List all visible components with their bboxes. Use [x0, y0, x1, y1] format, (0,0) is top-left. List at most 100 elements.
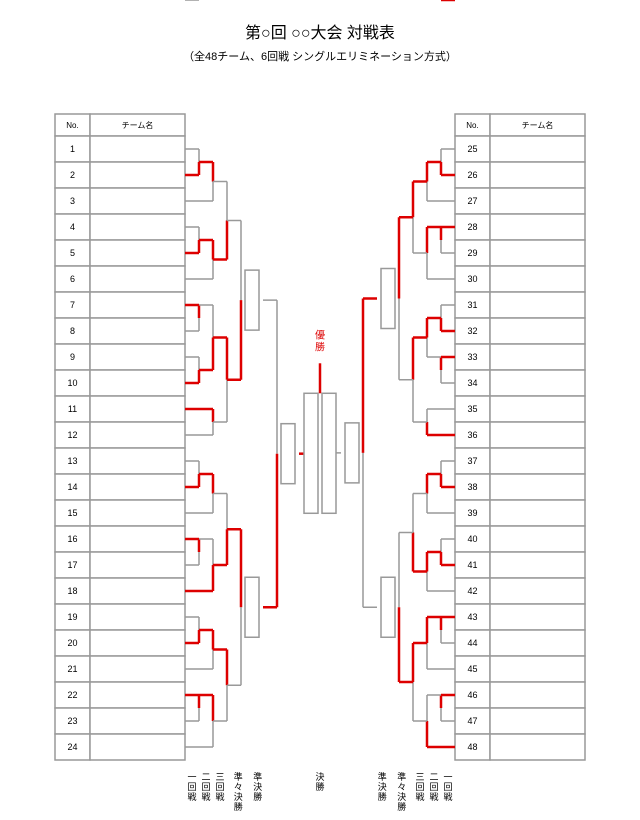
team-no: 48 — [467, 742, 477, 752]
team-no: 30 — [467, 274, 477, 284]
team-name-cell — [490, 708, 585, 734]
team-name-cell — [490, 214, 585, 240]
round-label: 準々決勝 — [397, 771, 406, 812]
team-no: 18 — [67, 586, 77, 596]
score-box — [381, 269, 395, 329]
team-no: 39 — [467, 508, 477, 518]
team-no: 22 — [67, 690, 77, 700]
team-name-cell — [490, 422, 585, 448]
team-no: 32 — [467, 326, 477, 336]
team-name-cell — [490, 266, 585, 292]
team-name-cell — [90, 448, 185, 474]
team-no: 40 — [467, 534, 477, 544]
team-no: 27 — [467, 196, 477, 206]
team-no: 41 — [467, 560, 477, 570]
team-no: 34 — [467, 378, 477, 388]
team-name-cell — [490, 240, 585, 266]
team-no: 44 — [467, 638, 477, 648]
team-no: 20 — [67, 638, 77, 648]
team-no: 37 — [467, 456, 477, 466]
team-name-cell — [90, 526, 185, 552]
team-no: 15 — [67, 508, 77, 518]
round-label: 三回戦 — [215, 772, 224, 802]
team-no: 23 — [67, 716, 77, 726]
team-name-cell — [490, 396, 585, 422]
team-no: 10 — [67, 378, 77, 388]
team-name-cell — [90, 578, 185, 604]
score-box — [245, 577, 259, 637]
team-name-cell — [490, 682, 585, 708]
final-score-right — [322, 393, 336, 513]
team-no: 12 — [67, 430, 77, 440]
team-no: 43 — [467, 612, 477, 622]
round-label: 決勝 — [315, 771, 324, 792]
team-no: 25 — [467, 144, 477, 154]
team-no: 8 — [70, 326, 75, 336]
round-label: 一回戦 — [187, 772, 196, 802]
team-name-cell — [490, 370, 585, 396]
team-no: 17 — [67, 560, 77, 570]
team-name-cell — [490, 526, 585, 552]
score-box — [281, 424, 295, 484]
team-no: 2 — [70, 170, 75, 180]
team-name-cell — [490, 630, 585, 656]
round-label: 二回戦 — [429, 772, 438, 802]
team-no: 24 — [67, 742, 77, 752]
team-name-cell — [90, 370, 185, 396]
team-name-cell — [90, 136, 185, 162]
team-name-cell — [90, 240, 185, 266]
team-name-cell — [90, 266, 185, 292]
team-name-cell — [490, 500, 585, 526]
team-no: 28 — [467, 222, 477, 232]
team-no: 29 — [467, 248, 477, 258]
col-header-no: No. — [466, 121, 478, 130]
bracket-diagram: 第○回 ○○大会 対戦表（全48チーム、6回戦 シングルエリミネーション方式）一… — [0, 0, 640, 820]
team-name-cell — [90, 500, 185, 526]
team-name-cell — [490, 552, 585, 578]
team-name-cell — [90, 682, 185, 708]
team-name-cell — [90, 292, 185, 318]
team-no: 45 — [467, 664, 477, 674]
team-no: 36 — [467, 430, 477, 440]
round-label: 準決勝 — [378, 771, 387, 802]
round-label: 三回戦 — [415, 772, 424, 802]
score-box — [381, 577, 395, 637]
team-name-cell — [90, 656, 185, 682]
team-name-cell — [490, 604, 585, 630]
round-label: 準々決勝 — [234, 771, 243, 812]
champion-label: 優勝 — [315, 328, 325, 353]
col-header-team: チーム名 — [522, 120, 554, 130]
round-label: 準決勝 — [253, 771, 262, 802]
team-name-cell — [490, 734, 585, 760]
team-no: 14 — [67, 482, 77, 492]
team-no: 1 — [70, 144, 75, 154]
team-no: 6 — [70, 274, 75, 284]
team-no: 21 — [67, 664, 77, 674]
team-name-cell — [490, 448, 585, 474]
team-no: 4 — [70, 222, 75, 232]
team-no: 7 — [70, 300, 75, 310]
team-name-cell — [490, 136, 585, 162]
team-name-cell — [90, 734, 185, 760]
team-name-cell — [490, 344, 585, 370]
team-name-cell — [90, 708, 185, 734]
col-header-team: チーム名 — [122, 120, 154, 130]
team-name-cell — [490, 474, 585, 500]
col-header-no: No. — [66, 121, 78, 130]
team-no: 35 — [467, 404, 477, 414]
team-name-cell — [90, 474, 185, 500]
team-name-cell — [90, 162, 185, 188]
team-no: 11 — [68, 404, 77, 414]
team-no: 38 — [467, 482, 477, 492]
team-name-cell — [90, 396, 185, 422]
team-no: 33 — [467, 352, 477, 362]
team-name-cell — [90, 188, 185, 214]
team-name-cell — [490, 292, 585, 318]
team-name-cell — [490, 656, 585, 682]
team-name-cell — [490, 162, 585, 188]
team-no: 46 — [467, 690, 477, 700]
team-no: 42 — [467, 586, 477, 596]
team-no: 13 — [67, 456, 77, 466]
team-name-cell — [90, 630, 185, 656]
team-no: 31 — [467, 300, 477, 310]
